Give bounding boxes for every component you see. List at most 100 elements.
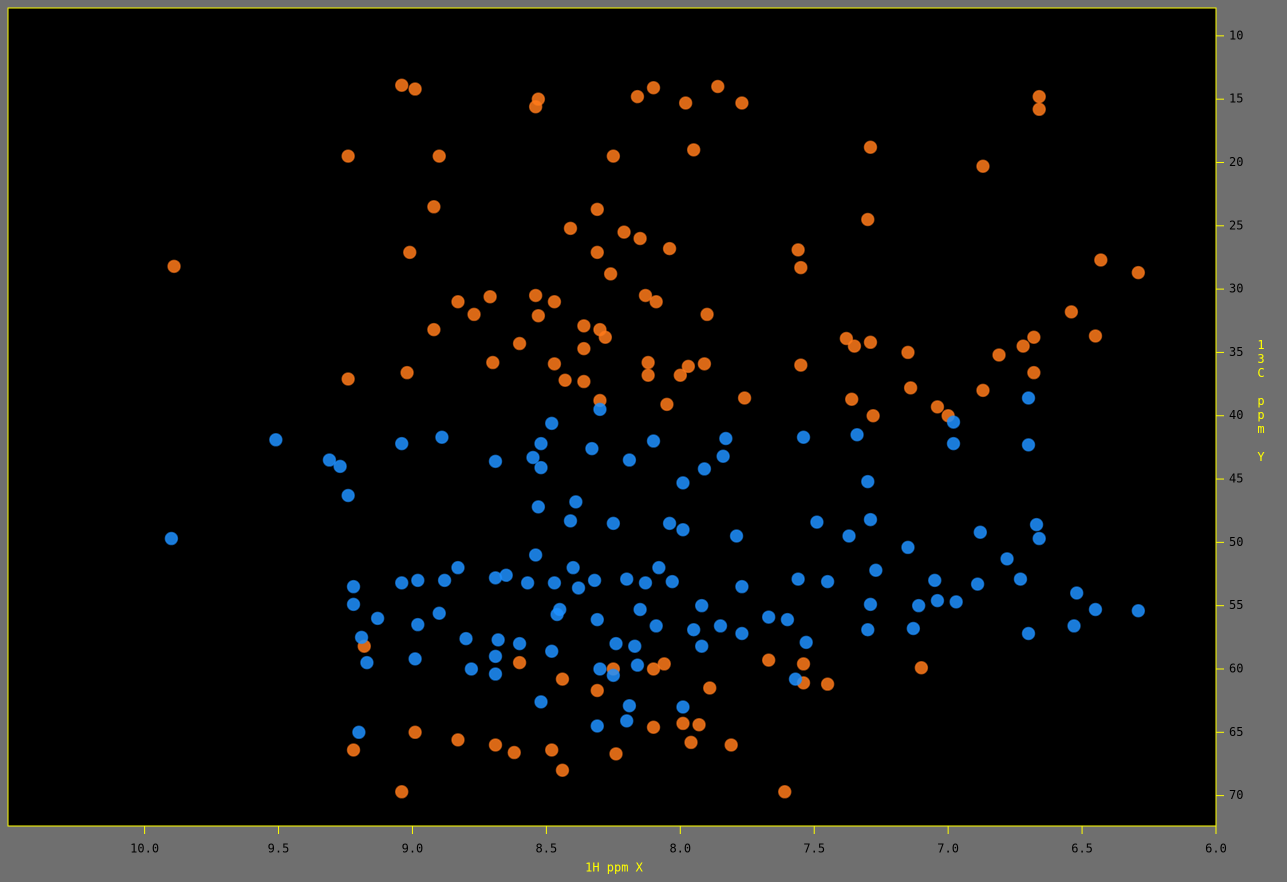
x-tick-label: 9.0 [402, 842, 424, 856]
peak [534, 695, 548, 709]
peak [641, 355, 655, 370]
peak [901, 540, 915, 555]
peak [911, 598, 926, 613]
peak [676, 700, 690, 714]
peak [528, 548, 543, 562]
peak [459, 631, 473, 646]
peak [863, 597, 878, 612]
peak [630, 89, 645, 104]
peak [622, 453, 637, 467]
peak [1032, 531, 1046, 546]
peak [547, 357, 562, 371]
peak [437, 573, 452, 588]
peak [488, 571, 503, 585]
peak [427, 200, 441, 214]
peak [633, 231, 647, 246]
peak [673, 368, 688, 382]
peak [1088, 329, 1103, 343]
y-tick-label: 55 [1229, 598, 1243, 612]
peak [861, 474, 875, 489]
peak [550, 607, 564, 622]
x-tick-label: 7.0 [937, 842, 959, 856]
y-tick-label: 60 [1229, 661, 1243, 675]
peak [1032, 89, 1046, 104]
peak [341, 149, 355, 163]
peak [684, 735, 698, 750]
peak [1029, 517, 1044, 532]
peak [394, 436, 409, 451]
y-tick-label: 65 [1229, 725, 1243, 739]
peak [796, 430, 811, 445]
peak [678, 96, 693, 110]
peak [606, 668, 621, 683]
y-tick-label: 20 [1229, 155, 1243, 169]
peak [863, 335, 878, 350]
x-tick-label: 10.0 [130, 842, 159, 856]
peak [408, 652, 422, 666]
peak [590, 245, 605, 260]
peak [512, 336, 527, 351]
peak [491, 633, 505, 647]
peak [638, 576, 653, 590]
peak [563, 514, 578, 528]
peak [435, 430, 449, 445]
peak [928, 573, 942, 588]
peak [869, 563, 883, 577]
peak [411, 617, 425, 632]
peak [735, 96, 749, 110]
peak [1069, 586, 1084, 600]
peak [408, 82, 422, 96]
peak [861, 212, 875, 227]
peak [676, 522, 690, 537]
peak [488, 649, 503, 664]
peak [976, 383, 990, 398]
x-tick-label: 9.5 [268, 842, 290, 856]
y-tick-label: 10 [1229, 28, 1243, 42]
peak [467, 307, 481, 322]
peak [810, 515, 824, 529]
peak [555, 672, 570, 686]
peak [646, 720, 661, 734]
peak [842, 529, 856, 543]
peak [737, 391, 752, 405]
peak [360, 655, 374, 670]
peak [794, 358, 808, 372]
peak [352, 725, 366, 740]
peak [716, 449, 730, 464]
peak [534, 460, 548, 475]
peak [649, 619, 663, 633]
peak [590, 612, 605, 627]
peak [512, 636, 527, 651]
peak [167, 259, 181, 274]
peak [488, 667, 503, 681]
peak [692, 717, 706, 732]
peak [1131, 603, 1146, 618]
peak [563, 221, 578, 236]
peak [432, 606, 446, 621]
peak [630, 658, 645, 672]
peak [694, 639, 709, 653]
peak [571, 581, 586, 595]
peak [703, 681, 717, 695]
peak [863, 512, 878, 527]
peak [1000, 552, 1014, 566]
peak [577, 374, 591, 389]
peak [694, 598, 709, 613]
peak [451, 560, 465, 575]
peak [593, 402, 607, 417]
peak [1021, 626, 1036, 641]
peak [528, 288, 543, 303]
peak [341, 488, 355, 503]
peak [946, 415, 961, 429]
peak [544, 416, 559, 431]
peak [346, 743, 361, 757]
peak [861, 622, 875, 637]
peak [794, 260, 808, 275]
y-tick-label: 40 [1229, 408, 1243, 422]
peak [346, 597, 361, 612]
peak [619, 572, 634, 586]
peak [341, 372, 355, 386]
peak [1032, 102, 1046, 117]
peak [569, 495, 583, 509]
peak [394, 785, 409, 799]
